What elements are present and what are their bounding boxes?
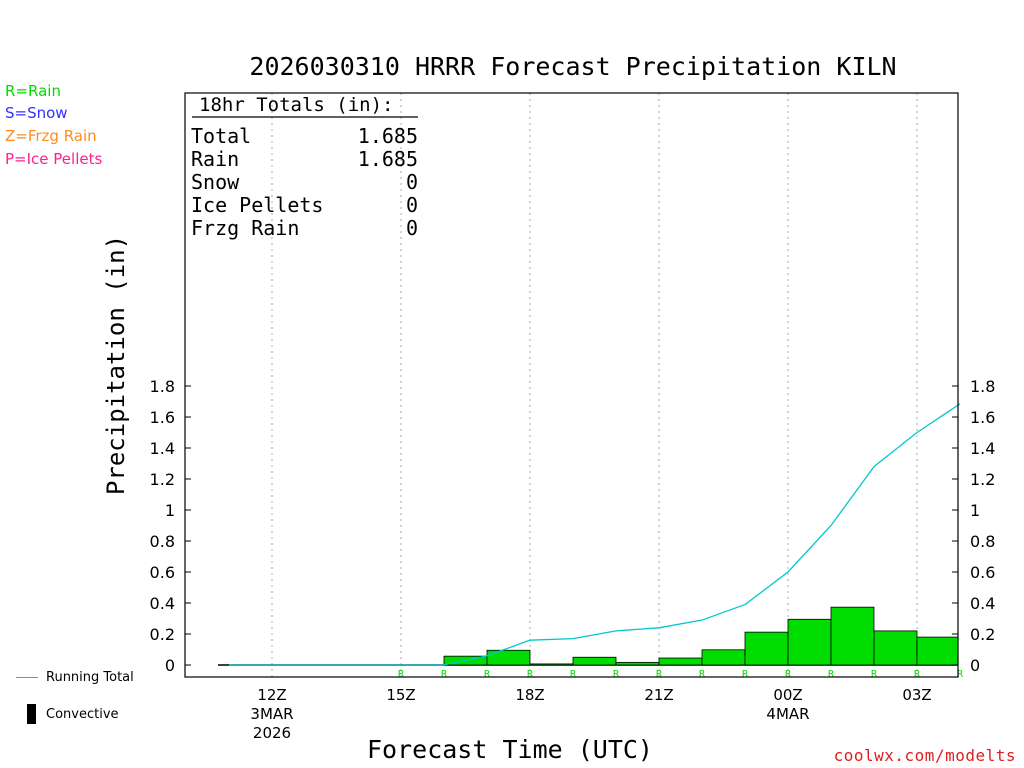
y-tick-label-left-3: 0.6: [150, 563, 175, 582]
totals-value-0: 1.685: [358, 124, 418, 148]
precip-type-marker-13: R: [957, 669, 964, 680]
x-tick-label-0-2: 2026: [253, 724, 291, 742]
precip-bar-7: [744, 631, 789, 666]
precip-type-marker-10: R: [828, 669, 835, 680]
y-tick-label-left-8: 1.6: [150, 408, 175, 427]
totals-label-0: Total: [191, 124, 251, 148]
y-tick-label-left-6: 1.2: [150, 470, 175, 489]
precip-bar-5: [658, 657, 703, 666]
x-tick-label-0-0: 12Z: [257, 686, 286, 704]
precip-bar-11: [916, 636, 959, 666]
precip-type-marker-4: R: [570, 669, 577, 680]
convective-swatch: [27, 704, 36, 724]
y-tick-label-left-1: 0.2: [150, 625, 175, 644]
totals-label-2: Snow: [191, 170, 240, 194]
y-tick-label-left-0: 0: [165, 656, 175, 675]
totals-value-1: 1.685: [358, 147, 418, 171]
legend-frzg-rain: Z=Frzg Rain: [5, 127, 97, 145]
x-tick-label-1-0: 15Z: [386, 686, 415, 704]
x-tick-label-2-0: 18Z: [515, 686, 544, 704]
precip-bar-6: [701, 649, 746, 666]
precip-type-marker-11: R: [871, 669, 878, 680]
y-tick-label-right-0: 0: [970, 656, 980, 675]
precip-bar-8: [787, 618, 832, 666]
y-tick-label-right-5: 1: [970, 501, 980, 520]
y-tick-label-left-9: 1.8: [150, 377, 175, 396]
totals-header: 18hr Totals (in):: [199, 94, 393, 116]
y-tick-label-right-3: 0.6: [970, 563, 995, 582]
legend-running-total: Running Total: [16, 670, 134, 685]
y-tick-label-right-4: 0.8: [970, 532, 995, 551]
precip-type-marker-7: R: [699, 669, 706, 680]
x-tick-label-5-0: 03Z: [902, 686, 931, 704]
running-total-swatch: [16, 677, 38, 678]
legend-convective-label: Convective: [46, 706, 119, 722]
legend-convective: Convective: [16, 704, 119, 724]
precip-type-marker-3: R: [527, 669, 534, 680]
legend-ice-pellets: P=Ice Pellets: [5, 150, 103, 168]
plot-frame: [184, 92, 959, 678]
precip-type-marker-1: R: [441, 669, 448, 680]
precip-type-marker-6: R: [656, 669, 663, 680]
totals-value-4: 0: [406, 216, 418, 240]
y-tick-label-right-7: 1.4: [970, 439, 995, 458]
totals-label-4: Frzg Rain: [191, 216, 299, 240]
y-tick-label-left-2: 0.4: [150, 594, 175, 613]
legend-snow: S=Snow: [5, 104, 68, 122]
running-total-line: [229, 403, 961, 666]
y-tick-label-left-5: 1: [165, 501, 175, 520]
precip-type-marker-2: R: [484, 669, 491, 680]
precip-bar-2: [529, 663, 574, 666]
precip-type-marker-5: R: [613, 669, 620, 680]
y-axis-label: Precipitation (in): [102, 235, 130, 495]
totals-label-1: Rain: [191, 147, 239, 171]
x-tick-label-0-1: 3MAR: [250, 705, 293, 723]
precip-type-marker-9: R: [785, 669, 792, 680]
y-tick-label-right-1: 0.2: [970, 625, 995, 644]
precip-type-marker-12: R: [914, 669, 921, 680]
precip-bar-9: [830, 606, 875, 666]
precip-bar-4: [615, 661, 660, 666]
precip-bar-3: [572, 656, 617, 666]
precip-type-marker-0: R: [398, 669, 405, 680]
x-tick-label-4-0: 00Z: [773, 686, 802, 704]
totals-box: 18hr Totals (in): Total 1.685 Rain 1.685 Snow…: [191, 94, 418, 240]
precip-type-marker-8: R: [742, 669, 749, 680]
y-tick-label-right-9: 1.8: [970, 377, 995, 396]
y-axes: 0 0 0.2 0.2 0.4 0.4 0.6 0.6 0.8 0.8 1 1 1.2 1.2 1.4 1.4…: [150, 377, 996, 675]
x-axis-label: Forecast Time (UTC): [367, 735, 653, 764]
legend-rain: R=Rain: [5, 82, 61, 100]
legend-running-total-label: Running Total: [46, 670, 134, 685]
y-tick-label-right-2: 0.4: [970, 594, 995, 613]
watermark: coolwx.com/modelts: [833, 746, 1016, 765]
y-tick-label-right-6: 1.2: [970, 470, 995, 489]
y-tick-label-left-4: 0.8: [150, 532, 175, 551]
precip-bar-10: [873, 630, 918, 666]
totals-label-3: Ice Pellets: [191, 193, 323, 217]
vertical-gridlines: [218, 93, 958, 677]
chart-title: 2026030310 HRRR Forecast Precipitation K…: [249, 52, 896, 81]
x-tick-label-3-0: 21Z: [644, 686, 673, 704]
running-total-line-group: [229, 403, 961, 666]
hourly-bars: [443, 606, 959, 666]
y-tick-label-left-7: 1.4: [150, 439, 175, 458]
x-tick-label-4-1: 4MAR: [766, 705, 809, 723]
totals-value-3: 0: [406, 193, 418, 217]
precip-bar-1: [486, 649, 531, 666]
totals-value-2: 0: [406, 170, 418, 194]
y-tick-label-right-8: 1.6: [970, 408, 995, 427]
